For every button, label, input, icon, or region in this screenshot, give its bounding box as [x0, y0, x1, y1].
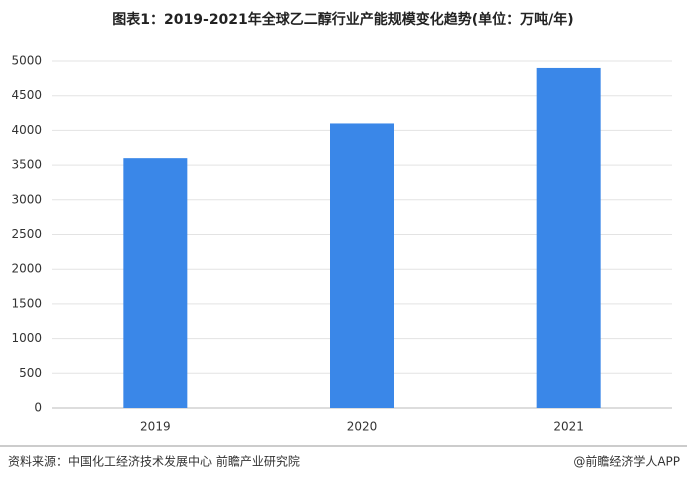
- y-tick-label: 2000: [11, 262, 42, 276]
- bar: [536, 67, 601, 408]
- source-note: 资料来源：中国化工经济技术发展中心 前瞻产业研究院: [8, 454, 300, 469]
- bar: [123, 158, 188, 408]
- y-tick-label: 2500: [11, 227, 42, 241]
- y-tick-label: 1000: [11, 331, 42, 345]
- y-tick-label: 500: [19, 366, 42, 380]
- y-tick-label: 5000: [11, 54, 42, 68]
- y-tick-label: 0: [34, 401, 42, 415]
- chart-title: 图表1：2019-2021年全球乙二醇行业产能规模变化趋势(单位：万吨/年): [112, 11, 573, 28]
- bar: [330, 123, 394, 409]
- y-tick-label: 3000: [11, 192, 42, 206]
- y-tick-label: 3500: [11, 158, 42, 172]
- x-tick-label: 2021: [553, 420, 584, 434]
- x-tick-label: 2019: [140, 420, 171, 434]
- y-tick-label: 4500: [11, 88, 42, 102]
- credit: @前瞻经济学人APP: [573, 454, 680, 469]
- y-tick-label: 1500: [11, 296, 42, 310]
- x-tick-label: 2020: [347, 420, 378, 434]
- y-tick-label: 4000: [11, 123, 42, 137]
